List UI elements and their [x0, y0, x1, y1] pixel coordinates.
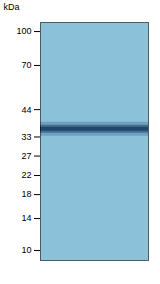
svg-text:10: 10	[21, 245, 31, 255]
svg-text:27: 27	[21, 151, 31, 161]
svg-text:kDa: kDa	[4, 2, 20, 12]
svg-text:70: 70	[21, 60, 31, 70]
svg-text:14: 14	[21, 213, 31, 223]
svg-text:44: 44	[21, 104, 31, 114]
svg-text:100: 100	[16, 26, 31, 36]
svg-text:22: 22	[21, 170, 31, 180]
svg-text:33: 33	[21, 132, 31, 142]
svg-text:18: 18	[21, 189, 31, 199]
